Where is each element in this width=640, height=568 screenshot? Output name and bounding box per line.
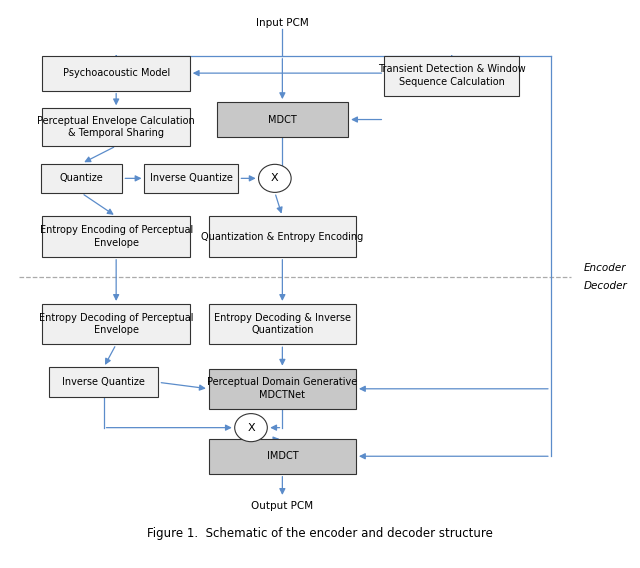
Text: Quantize: Quantize — [60, 173, 104, 183]
Text: Perceptual Envelope Calculation
& Temporal Sharing: Perceptual Envelope Calculation & Tempor… — [37, 116, 195, 139]
Text: MDCT: MDCT — [268, 115, 297, 124]
FancyBboxPatch shape — [209, 304, 356, 344]
FancyBboxPatch shape — [42, 216, 190, 257]
FancyBboxPatch shape — [145, 164, 239, 193]
FancyBboxPatch shape — [209, 369, 356, 409]
Text: Entropy Decoding of Perceptual
Envelope: Entropy Decoding of Perceptual Envelope — [39, 312, 193, 336]
Text: Entropy Decoding & Inverse
Quantization: Entropy Decoding & Inverse Quantization — [214, 312, 351, 336]
FancyBboxPatch shape — [42, 56, 190, 91]
Text: Decoder: Decoder — [584, 281, 627, 291]
Text: Psychoacoustic Model: Psychoacoustic Model — [63, 68, 170, 78]
FancyBboxPatch shape — [384, 56, 519, 96]
Text: Transient Detection & Window
Sequence Calculation: Transient Detection & Window Sequence Ca… — [378, 64, 525, 87]
FancyBboxPatch shape — [42, 304, 190, 344]
FancyBboxPatch shape — [41, 164, 122, 193]
FancyBboxPatch shape — [209, 216, 356, 257]
Circle shape — [259, 164, 291, 193]
Circle shape — [235, 414, 268, 442]
Text: Figure 1.  Schematic of the encoder and decoder structure: Figure 1. Schematic of the encoder and d… — [147, 527, 493, 540]
Text: Inverse Quantize: Inverse Quantize — [150, 173, 233, 183]
Text: Input PCM: Input PCM — [256, 18, 308, 28]
FancyBboxPatch shape — [216, 102, 348, 137]
FancyBboxPatch shape — [49, 367, 159, 397]
Text: X: X — [271, 173, 278, 183]
Text: Quantization & Entropy Encoding: Quantization & Entropy Encoding — [201, 232, 364, 241]
Text: Perceptual Domain Generative
MDCTNet: Perceptual Domain Generative MDCTNet — [207, 377, 358, 400]
FancyBboxPatch shape — [42, 108, 190, 146]
Text: Encoder: Encoder — [584, 263, 626, 273]
Text: X: X — [247, 423, 255, 433]
Text: Inverse Quantize: Inverse Quantize — [62, 377, 145, 387]
Text: Entropy Encoding of Perceptual
Envelope: Entropy Encoding of Perceptual Envelope — [40, 225, 193, 248]
FancyBboxPatch shape — [209, 438, 356, 474]
Text: IMDCT: IMDCT — [266, 451, 298, 461]
Text: Output PCM: Output PCM — [252, 501, 314, 511]
